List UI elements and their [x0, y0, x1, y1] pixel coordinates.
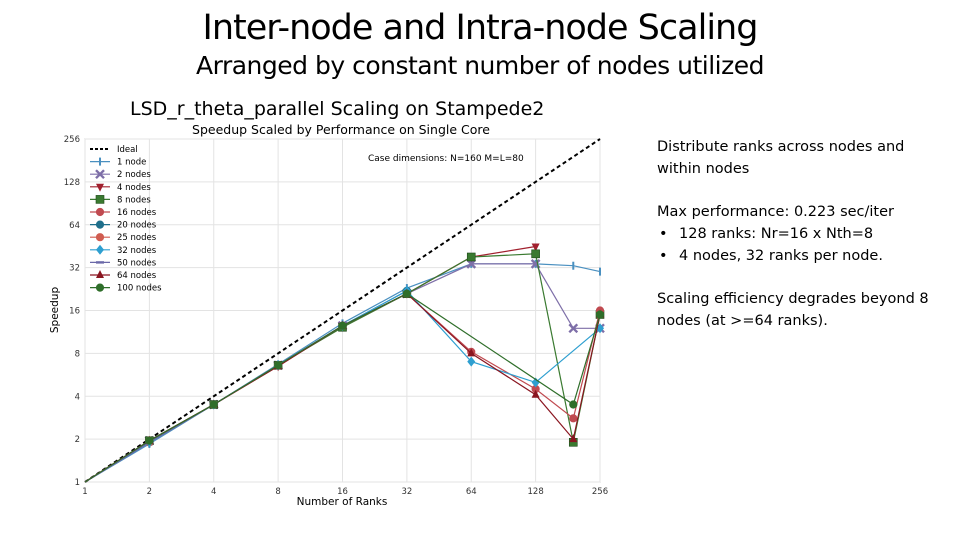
data-point: [467, 348, 476, 357]
data-point: [274, 361, 283, 370]
grid-lines: [84, 138, 601, 483]
series-100-nodes: [84, 289, 605, 483]
legend-item: Ideal: [90, 145, 138, 155]
y-tick-label: 64: [69, 221, 80, 231]
slide-subtitle: Arranged by constant number of nodes uti…: [196, 51, 764, 80]
legend-swatch-marker: [95, 220, 105, 229]
data-point: [531, 243, 540, 252]
y-tick-label: 32: [69, 264, 80, 274]
y-axis-label: Speedup: [49, 287, 61, 334]
legend-label: 32 nodes: [117, 246, 157, 256]
legend-swatch-marker: [96, 244, 104, 255]
data-point: [595, 310, 605, 319]
notes-panel: Distribute ranks across nodes and within…: [657, 136, 947, 332]
data-point: [569, 434, 578, 443]
data-point: [531, 389, 540, 398]
x-tick-label: 128: [528, 487, 544, 497]
legend-item: 50 nodes: [90, 258, 157, 268]
legend-label: 50 nodes: [117, 258, 157, 268]
legend-label: 16 nodes: [117, 208, 157, 218]
legend-item: 25 nodes: [90, 233, 157, 243]
legend-swatch-marker: [95, 283, 105, 292]
data-point: [338, 321, 347, 330]
data-point: [531, 249, 540, 259]
legend-swatch-marker: [96, 183, 104, 192]
series-ideal: [84, 138, 601, 483]
y-tick-label: 4: [75, 392, 80, 402]
x-tick-label: 2: [147, 487, 152, 497]
notes-paragraph-distribute: Distribute ranks across nodes and within…: [657, 139, 905, 177]
data-point: [569, 400, 578, 409]
data-point: [467, 356, 476, 367]
data-point: [531, 377, 540, 388]
legend-item: 20 nodes: [90, 220, 157, 231]
series-line: [84, 293, 601, 483]
x-tick-label: 1: [82, 487, 87, 497]
legend-label: 2 nodes: [117, 170, 151, 180]
legend-swatch-marker: [95, 195, 105, 204]
legend-label: Ideal: [117, 145, 138, 155]
notes-paragraph-max-performance: Max performance: 0.223 sec/iter: [657, 204, 894, 220]
chart-subtitle: Speedup Scaled by Performance on Single …: [192, 122, 490, 137]
axis-ticks: 1 2 4 8 16 32 64 128 256 1 2 4 8 16 32 64 128 256: [64, 135, 608, 497]
legend-item: 32 nodes: [90, 244, 157, 256]
data-point: [145, 436, 154, 445]
legend: Ideal 1 node 2 nodes 4 nodes 8 nodes 16 nodes…: [90, 145, 162, 294]
notes-bullet: 4 nodes, 32 ranks per node.: [657, 245, 947, 267]
y-tick-label: 256: [64, 135, 80, 145]
data-point: [568, 323, 579, 334]
x-tick-label: 16: [337, 487, 348, 497]
notes-paragraph-efficiency: Scaling efficiency degrades beyond 8 nod…: [657, 291, 929, 329]
slide-title: Inter-node and Intra-node Scaling: [202, 8, 759, 48]
y-tick-label: 128: [64, 178, 80, 188]
case-dimensions-annotation: Case dimensions: N=160 M=L=80: [368, 154, 524, 164]
x-tick-label: 4: [211, 487, 216, 497]
x-tick-label: 32: [401, 487, 412, 497]
legend-label: 100 nodes: [117, 284, 162, 294]
legend-item: 64 nodes: [90, 270, 157, 281]
legend-item: 1 node: [90, 157, 146, 168]
legend-item: 8 nodes: [90, 195, 151, 205]
legend-swatch-marker: [95, 207, 105, 217]
speedup-chart: LSD_r_theta_parallel Scaling on Stampede…: [49, 98, 608, 508]
y-tick-label: 8: [75, 349, 80, 359]
series-line: [84, 138, 601, 483]
legend-item: 100 nodes: [90, 283, 162, 294]
legend-item: 16 nodes: [90, 207, 157, 218]
notes-bullet: 128 ranks: Nr=16 x Nth=8: [657, 223, 947, 245]
x-axis-label: Number of Ranks: [297, 496, 388, 508]
legend-swatch-marker: [95, 233, 105, 242]
chart-container: LSD_r_theta_parallel Scaling on Stampede…: [40, 94, 620, 514]
data-point: [402, 289, 411, 298]
notes-bullet-list: 128 ranks: Nr=16 x Nth=8 4 nodes, 32 ran…: [657, 223, 947, 267]
legend-label: 1 node: [117, 158, 146, 168]
chart-title: LSD_r_theta_parallel Scaling on Stampede…: [130, 98, 544, 120]
legend-label: 25 nodes: [117, 233, 157, 243]
legend-label: 4 nodes: [117, 183, 151, 193]
legend-label: 8 nodes: [117, 195, 151, 205]
legend-swatch-marker: [95, 169, 105, 180]
series-line: [84, 263, 601, 483]
legend-item: 4 nodes: [90, 183, 151, 193]
data-point: [209, 400, 218, 409]
data-point: [569, 414, 578, 423]
y-tick-label: 1: [75, 478, 80, 488]
series-layer: [84, 138, 605, 483]
legend-item: 2 nodes: [90, 169, 151, 180]
x-tick-label: 8: [275, 487, 280, 497]
legend-swatch-marker: [96, 270, 104, 278]
legend-label: 20 nodes: [117, 221, 157, 231]
y-tick-label: 16: [69, 307, 80, 317]
legend-label: 64 nodes: [117, 271, 157, 281]
data-point: [466, 252, 476, 262]
x-tick-label: 64: [466, 487, 477, 497]
y-tick-label: 2: [75, 435, 80, 445]
x-tick-label: 256: [592, 487, 608, 497]
